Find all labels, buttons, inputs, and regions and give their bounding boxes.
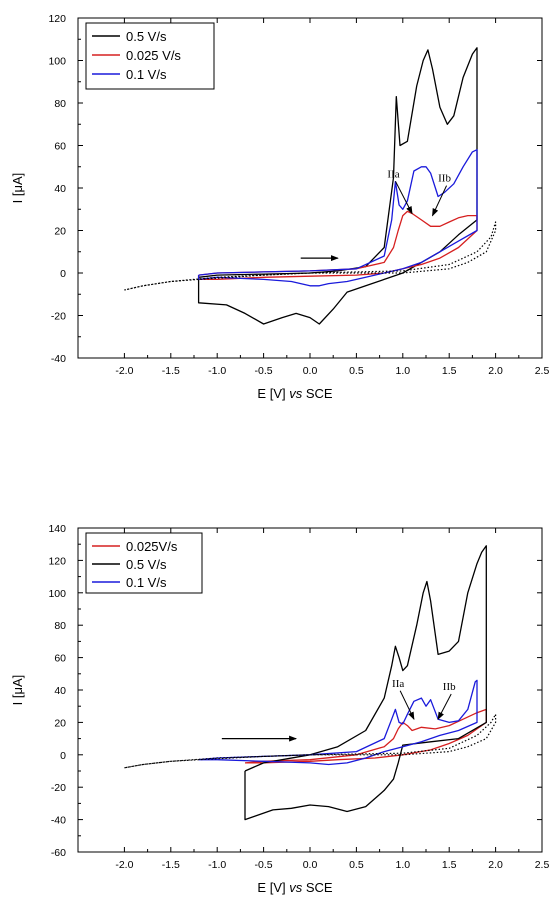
chart-top: -2.0 -1.5 -1.0 -0.5 0.0 0.5 1.0 1.5 2.0 2.5 -40 -20… xyxy=(10,13,549,401)
chart-1-legend-label: 0.1 V/s xyxy=(126,575,167,590)
chart-1-legend-label: 0.025V/s xyxy=(126,539,178,554)
chart-0-annotation-iia-arrow xyxy=(395,181,413,215)
chart-1-y-tick-label: 100 xyxy=(48,588,66,600)
chart-0-y-axis-label: I [μA] xyxy=(10,173,25,204)
chart-0-y-tick-label: 120 xyxy=(48,13,66,25)
chart-1-x-axis-label: E [V] vs SCE xyxy=(257,880,332,895)
chart-0-x-tick-label: 1.0 xyxy=(395,365,410,377)
chart-1-x-tick-label: 0.0 xyxy=(303,859,318,871)
chart-0-annotation-iib: IIb xyxy=(438,173,451,185)
chart-1-y-tick-label: 0 xyxy=(60,750,66,762)
chart-1-x-tick-label: -2.0 xyxy=(115,859,133,871)
chart-0-x-tick-label: 0.5 xyxy=(349,365,364,377)
chart-0-x-tick-label: -2.0 xyxy=(115,365,133,377)
chart-1-series-0-1-v-s-line xyxy=(198,679,478,766)
chart-0-series-0-025-v-s-line xyxy=(197,210,478,281)
chart-0-y-tick-label: 20 xyxy=(54,226,66,238)
chart-1-y-axis-label: I [μA] xyxy=(10,675,25,706)
chart-0-annotation-iia: IIa xyxy=(387,168,399,180)
chart-1-y-tick-label: 20 xyxy=(54,717,66,729)
chart-1-x-tick-label: 2.0 xyxy=(488,859,503,871)
chart-1-legend-box xyxy=(85,532,203,594)
chart-0-x-tick-label: 0.0 xyxy=(303,365,318,377)
chart-1-x-tick-label: 0.5 xyxy=(349,859,364,871)
chart-1-x-tick-label: 1.5 xyxy=(442,859,457,871)
chart-1-y-tick-label: 60 xyxy=(54,653,66,665)
chart-0-y-tick-label: 100 xyxy=(48,56,66,68)
chart-1-x-tick-label: -1.0 xyxy=(208,859,226,871)
chart-0-x-tick-label: 1.5 xyxy=(442,365,457,377)
chart-0-y-tick-label: -40 xyxy=(51,353,66,365)
chart-0-y-tick-label: 60 xyxy=(54,141,66,153)
chart-0-series-0-5-v-s-line xyxy=(197,47,478,325)
chart-0-legend-label: 0.1 V/s xyxy=(126,67,167,82)
chart-0-x-tick-label: -0.5 xyxy=(255,365,273,377)
chart-1-legend-label: 0.5 V/s xyxy=(126,557,167,572)
chart-0-x-axis-label: E [V] vs SCE xyxy=(257,386,332,401)
chart-0-y-tick-label: 40 xyxy=(54,183,66,195)
chart-1-series-blank-dotted-line xyxy=(124,713,497,769)
chart-1-annotation-iib: IIb xyxy=(443,681,456,693)
chart-0-x-tick-label: 2.0 xyxy=(488,365,503,377)
chart-0-legend-box xyxy=(85,22,215,90)
chart-0-legend-label: 0.5 V/s xyxy=(126,29,167,44)
chart-0-y-tick-label: -20 xyxy=(51,311,66,323)
chart-0-x-tick-label: 2.5 xyxy=(535,365,550,377)
chart-1-y-tick-label: -60 xyxy=(51,847,66,859)
chart-1-y-tick-label: 140 xyxy=(48,523,66,535)
chart-1-series-0-5-v-s-line xyxy=(244,545,487,821)
chart-1-x-tick-label: -0.5 xyxy=(255,859,273,871)
chart-0-x-tick-label: -1.5 xyxy=(162,365,180,377)
chart-0-annotation-iib-arrow xyxy=(432,185,448,217)
chart-0-legend: 0.5 V/s 0.025 V/s 0.1 V/s xyxy=(85,22,215,90)
chart-1-y-tick-label: 40 xyxy=(54,685,66,697)
chart-1-y-tick-label: 80 xyxy=(54,620,66,632)
chart-1-legend: 0.025V/s 0.5 V/s 0.1 V/s xyxy=(85,532,203,594)
chart-0-legend-label: 0.025 V/s xyxy=(126,48,181,63)
chart-1-series-0-025v-s-line xyxy=(244,708,487,764)
chart-0-y-tick-label: 0 xyxy=(60,268,66,280)
chart-1-annotation-iia: IIa xyxy=(392,678,404,690)
chart-0-series-blank-dotted-line xyxy=(124,221,497,291)
chart-1-annotation-iib-arrow xyxy=(437,693,452,721)
chart-1-annotation-iia-arrow xyxy=(399,690,415,721)
chart-1-y-tick-label: -40 xyxy=(51,815,66,827)
chart-1-x-tick-label: 1.0 xyxy=(395,859,410,871)
chart-1-x-tick-label: -1.5 xyxy=(162,859,180,871)
chart-0-x-tick-label: -1.0 xyxy=(208,365,226,377)
chart-1-y-tick-label: -20 xyxy=(51,782,66,794)
chart-1-x-tick-label: 2.5 xyxy=(535,859,550,871)
chart-0-y-tick-label: 80 xyxy=(54,98,66,110)
chart-0-series-0-1-v-s-line xyxy=(197,149,478,287)
chart-1-y-tick-label: 120 xyxy=(48,555,66,567)
chart-bottom: -2.0 -1.5 -1.0 -0.5 0.0 0.5 1.0 1.5 2.0 2.5 -60 -40… xyxy=(10,523,549,895)
